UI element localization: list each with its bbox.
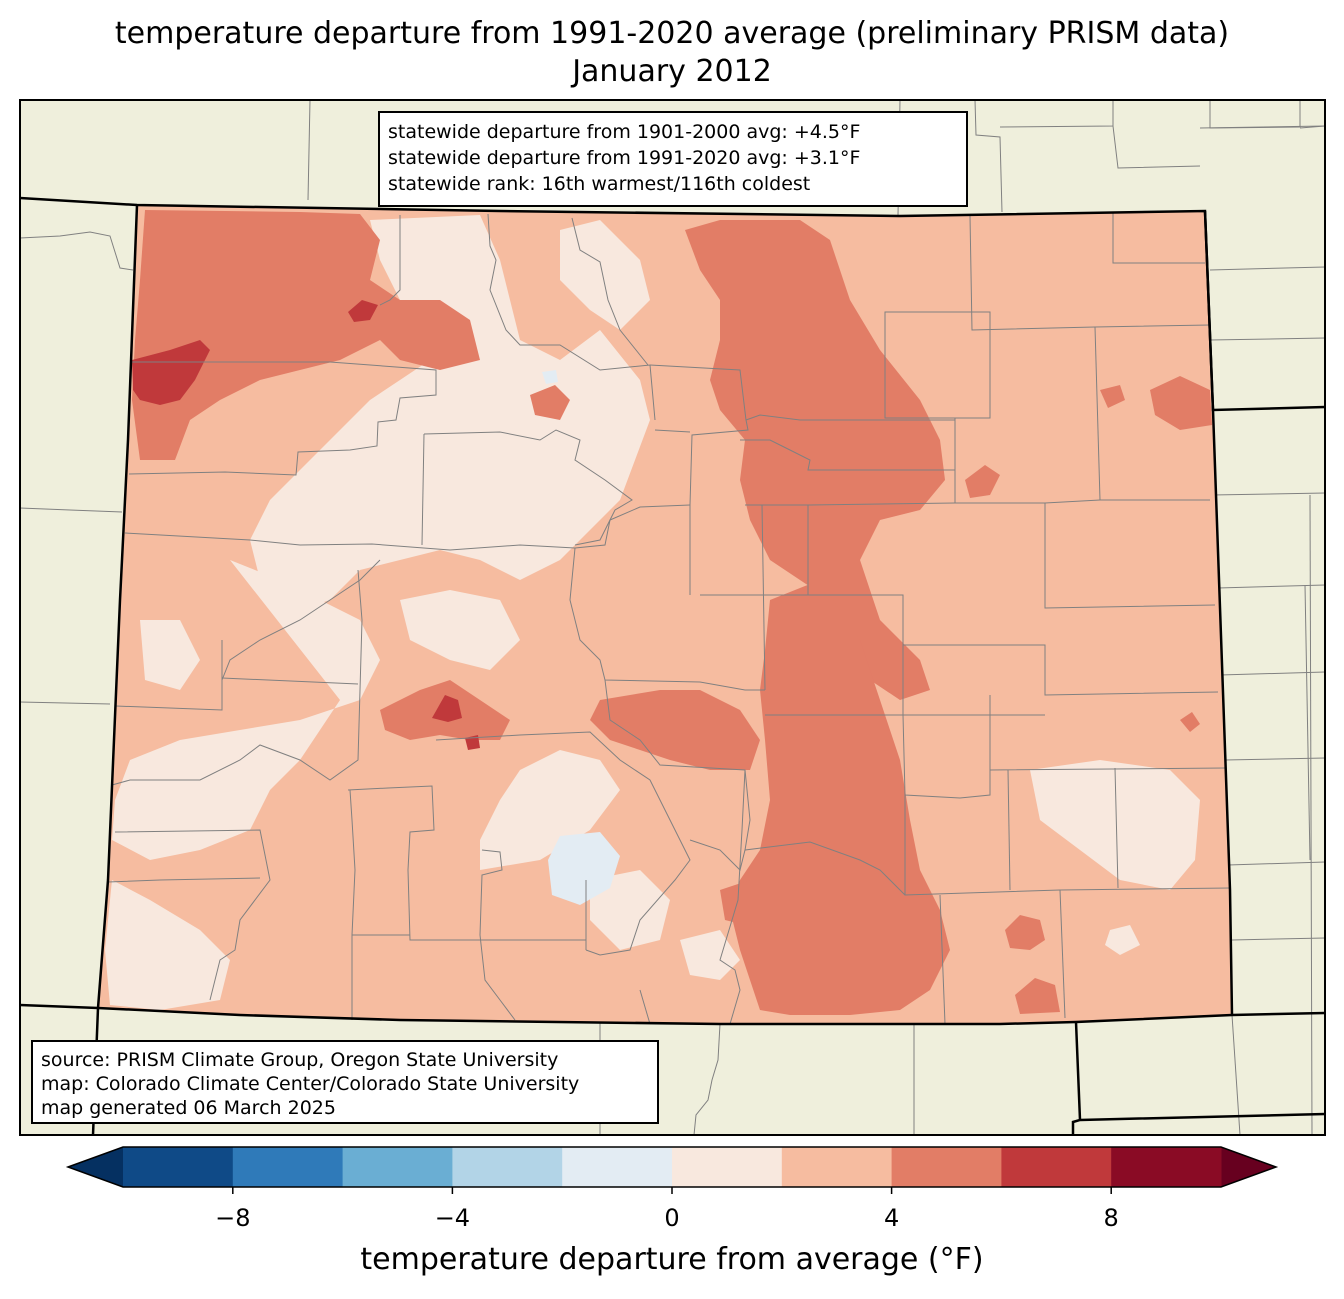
colorbar-tick-label: 8 — [1103, 1204, 1119, 1232]
colorbar-bin — [452, 1147, 563, 1187]
map-title: temperature departure from 1991-2020 ave… — [114, 16, 1230, 51]
colorbar-bin — [672, 1147, 783, 1187]
colorbar-bin — [1111, 1147, 1222, 1187]
generated-date-line: map generated 06 March 2025 — [41, 1097, 336, 1119]
map-subtitle: January 2012 — [572, 54, 772, 89]
oklahoma-panhandle-border — [1071, 1021, 1325, 1135]
colorbar-bin — [342, 1147, 453, 1187]
colorbar-bin — [781, 1147, 893, 1187]
colorbar-bin — [891, 1147, 1002, 1187]
map-frame — [19, 99, 1326, 1136]
stats-rank: statewide rank: 16th warmest/116th colde… — [388, 173, 811, 195]
source-credit-box: source: PRISM Climate Group, Oregon Stat… — [31, 1040, 659, 1124]
colorbar-tick-label: 0 — [664, 1204, 680, 1232]
colorado-temperature-field — [98, 205, 1232, 1024]
colorbar-bin — [123, 1147, 234, 1187]
colorbar-under-arrow — [68, 1147, 123, 1187]
source-line: source: PRISM Climate Group, Oregon Stat… — [41, 1049, 559, 1071]
stats-departure-1991-2020: statewide departure from 1991-2020 avg: … — [388, 147, 861, 169]
colorbar-tick-label: −8 — [215, 1204, 251, 1232]
colorado-county-lines — [107, 213, 1231, 1025]
colorbar — [65, 1146, 1279, 1194]
colorbar-bin — [232, 1147, 344, 1187]
colorbar-bin — [562, 1147, 673, 1187]
western-state-border — [91, 204, 139, 1135]
departure-0-to-2 — [105, 215, 1200, 1010]
southern-state-border — [20, 1003, 1325, 1026]
statewide-stats-box: statewide departure from 1901-2000 avg: … — [378, 111, 968, 207]
stats-departure-1901-2000: statewide departure from 1901-2000 avg: … — [388, 121, 861, 143]
colorbar-tick-label: 4 — [883, 1204, 900, 1232]
colorbar-tick-label: −4 — [434, 1204, 471, 1232]
map-frame-content — [20, 100, 1325, 1135]
colorbar-outline — [65, 1146, 1279, 1188]
colorbar-bin — [1001, 1147, 1112, 1187]
colorbar-over-arrow — [1221, 1147, 1276, 1187]
colorbar-label: temperature departure from average (°F) — [360, 1242, 984, 1277]
map-credit-line: map: Colorado Climate Center/Colorado St… — [41, 1073, 580, 1095]
departure-minus2-to-0 — [542, 370, 620, 905]
departure-4-to-6 — [132, 210, 1212, 1015]
eastern-state-border — [1203, 210, 1234, 1016]
departure-6-to-8 — [132, 300, 480, 750]
